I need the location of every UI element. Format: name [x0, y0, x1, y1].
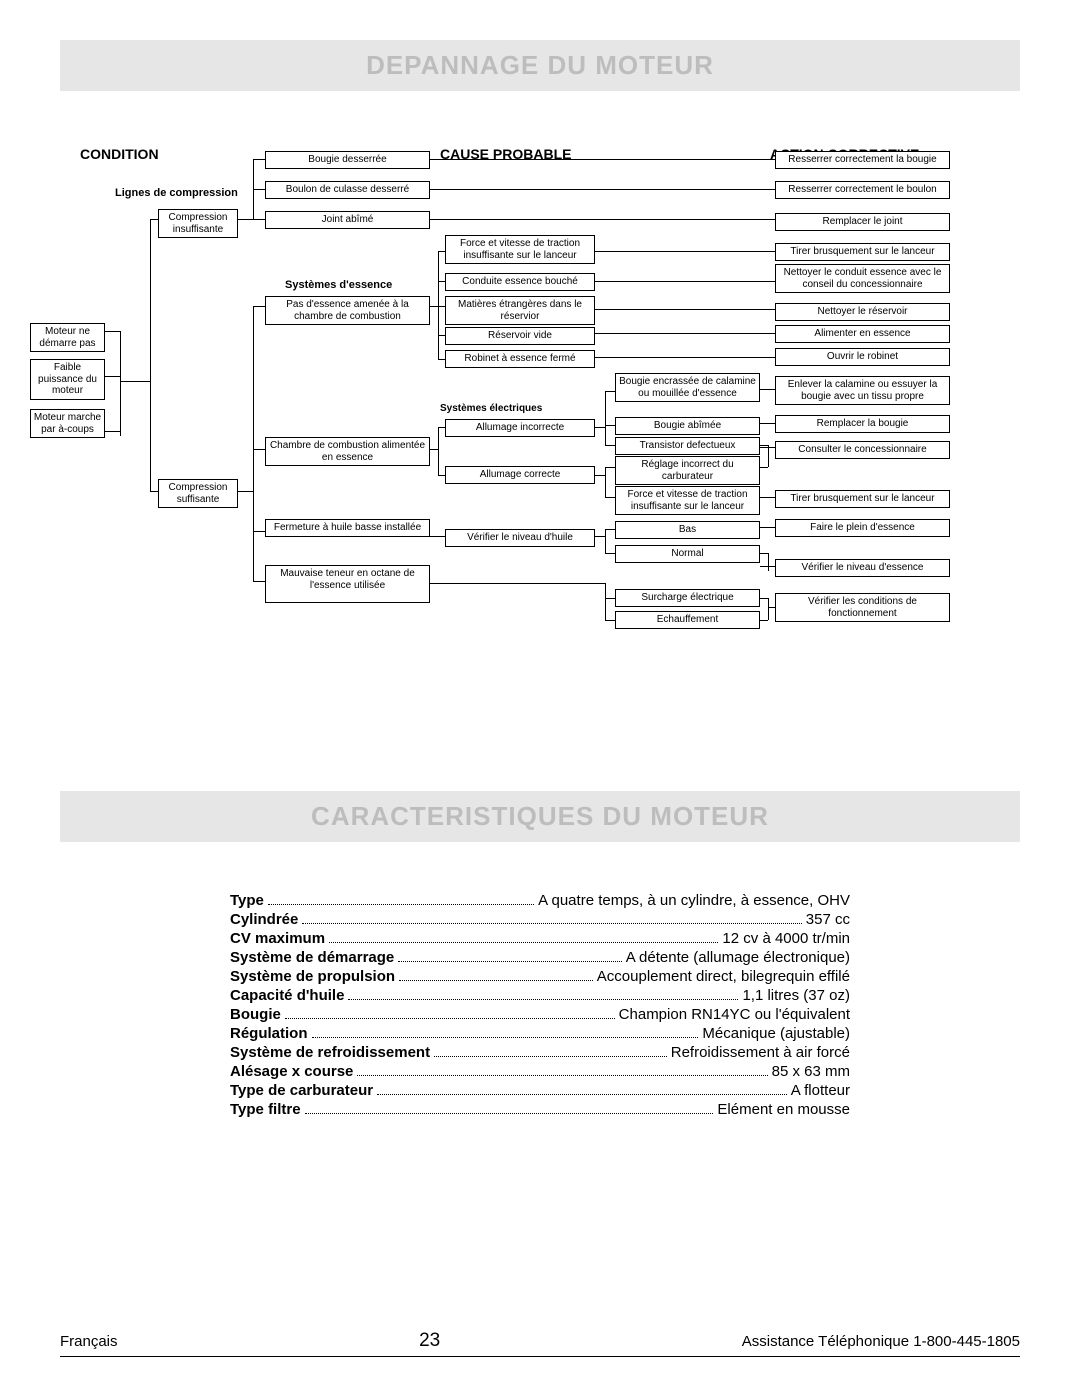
spec-value: A quatre temps, à un cylindre, à essence… — [538, 892, 850, 909]
footer-left: Français — [60, 1333, 118, 1350]
label-condition: CONDITION — [80, 146, 159, 162]
spec-label: Système de refroidissement — [230, 1044, 430, 1061]
spec-label: Type de carburateur — [230, 1082, 373, 1099]
label-electrical: Systèmes électriques — [440, 403, 542, 414]
box-r-4: Tirer brusquement sur le lanceur — [775, 243, 950, 261]
box-r-8: Ouvrir le robinet — [775, 348, 950, 366]
spec-row: Alésage x course 85 x 63 mm — [230, 1063, 850, 1080]
box-r-5: Nettoyer le conduit essence avec le cons… — [775, 264, 950, 293]
spec-label: Système de démarrage — [230, 949, 394, 966]
spec-row: CV maximum 12 cv à 4000 tr/min — [230, 930, 850, 947]
box-c5-1: Bougie encrassée de calamine ou mouillée… — [615, 373, 760, 402]
section-header-1: DEPANNAGE DU MOTEUR — [60, 40, 1020, 91]
box-c4-6: Allumage incorrecte — [445, 419, 595, 437]
spec-row: Système de propulsion Accouplement direct… — [230, 968, 850, 985]
spec-value: 1,1 litres (37 oz) — [742, 987, 850, 1004]
spec-label: Système de propulsion — [230, 968, 395, 985]
page: DEPANNAGE DU MOTEUR CONDITION CAUSE PROB… — [0, 0, 1080, 1397]
box-left-3: Moteur marche par à-coups — [30, 409, 105, 438]
spec-value: Refroidissement à air forcé — [671, 1044, 850, 1061]
box-r-11: Consulter le concessionnaire — [775, 441, 950, 459]
spec-row: Régulation Mécanique (ajustable) — [230, 1025, 850, 1042]
spec-row: Bougie Champion RN14YC ou l'équivalent — [230, 1006, 850, 1023]
box-c4-1: Force et vitesse de traction insuffisant… — [445, 235, 595, 264]
spec-label: Cylindrée — [230, 911, 298, 928]
section-header-2: CARACTERISTIQUES DU MOTEUR — [60, 791, 1020, 842]
box-r-7: Alimenter en essence — [775, 325, 950, 343]
box-c5-6: Bas — [615, 521, 760, 539]
box-c4-5: Robinet à essence fermé — [445, 350, 595, 368]
box-r-12: Tirer brusquement sur le lanceur — [775, 490, 950, 508]
spec-value: A détente (allumage électronique) — [626, 949, 850, 966]
box-left-1: Moteur ne démarre pas — [30, 323, 105, 352]
box-c3-6: Fermeture à huile basse installée — [265, 519, 430, 537]
box-c3-5: Chambre de combustion alimentée en essen… — [265, 437, 430, 466]
specs-list: Type A quatre temps, à un cylindre, à ess… — [230, 892, 850, 1118]
box-r-6: Nettoyer le réservoir — [775, 303, 950, 321]
spec-value: A flotteur — [791, 1082, 850, 1099]
box-c5-9: Echauffement — [615, 611, 760, 629]
spec-label: Type — [230, 892, 264, 909]
box-c4-7: Allumage correcte — [445, 466, 595, 484]
spec-value: 85 x 63 mm — [772, 1063, 850, 1080]
spec-label: CV maximum — [230, 930, 325, 947]
box-c5-5: Force et vitesse de traction insuffisant… — [615, 486, 760, 515]
box-c2-2: Compression suffisante — [158, 479, 238, 508]
box-c4-3: Matières étrangères dans le réservior — [445, 296, 595, 325]
spec-value: 12 cv à 4000 tr/min — [722, 930, 850, 947]
box-c2-1: Compression insuffisante — [158, 209, 238, 238]
spec-value: Accouplement direct, bilegrequin effilé — [597, 968, 850, 985]
footer-right: Assistance Téléphonique 1-800-445-1805 — [742, 1333, 1020, 1350]
spec-value: Champion RN14YC ou l'équivalent — [619, 1006, 850, 1023]
spec-label: Régulation — [230, 1025, 308, 1042]
box-r-15: Vérifier les conditions de fonctionnemen… — [775, 593, 950, 622]
box-c3-7: Mauvaise teneur en octane de l'essence u… — [265, 565, 430, 603]
flowchart: CONDITION CAUSE PROBABLE ACTION CORRECTI… — [70, 151, 1010, 671]
box-c3-4: Pas d'essence amenée à la chambre de com… — [265, 296, 430, 325]
box-r-9: Enlever la calamine ou essuyer la bougie… — [775, 376, 950, 405]
spec-label: Type filtre — [230, 1101, 301, 1118]
spec-value: 357 cc — [806, 911, 850, 928]
spec-row: Type A quatre temps, à un cylindre, à ess… — [230, 892, 850, 909]
box-r-10: Remplacer la bougie — [775, 415, 950, 433]
footer-page-number: 23 — [419, 1330, 440, 1352]
box-c3-1: Bougie desserrée — [265, 151, 430, 169]
spec-value: Mécanique (ajustable) — [702, 1025, 850, 1042]
box-c4-4: Réservoir vide — [445, 327, 595, 345]
box-c3-3: Joint abîmé — [265, 211, 430, 229]
spec-row: Capacité d'huile 1,1 litres (37 oz) — [230, 987, 850, 1004]
page-footer: Français 23 Assistance Téléphonique 1-80… — [60, 1330, 1020, 1357]
box-left-2: Faible puissance du moteur — [30, 359, 105, 400]
spec-label: Bougie — [230, 1006, 281, 1023]
box-c5-8: Surcharge électrique — [615, 589, 760, 607]
spec-row: Système de refroidissement Refroidissemen… — [230, 1044, 850, 1061]
box-c5-2: Bougie abîmée — [615, 417, 760, 435]
box-c5-3: Transistor defectueux — [615, 437, 760, 455]
box-c5-4: Réglage incorrect du carburateur — [615, 456, 760, 485]
spec-row: Système de démarrage A détente (allumage … — [230, 949, 850, 966]
label-compression: Lignes de compression — [115, 187, 238, 199]
spec-row: Type de carburateur A flotteur — [230, 1082, 850, 1099]
spec-row: Type filtre Elément en mousse — [230, 1101, 850, 1118]
box-r-14: Vérifier le niveau d'essence — [775, 559, 950, 577]
label-fuel: Systèmes d'essence — [285, 279, 392, 291]
spec-label: Alésage x course — [230, 1063, 353, 1080]
box-c5-7: Normal — [615, 545, 760, 563]
spec-value: Elément en mousse — [717, 1101, 850, 1118]
box-c3-2: Boulon de culasse desserré — [265, 181, 430, 199]
box-r-13: Faire le plein d'essence — [775, 519, 950, 537]
box-r-1: Resserrer correctement la bougie — [775, 151, 950, 169]
box-c4-8: Vérifier le niveau d'huile — [445, 529, 595, 547]
box-r-2: Resserrer correctement le boulon — [775, 181, 950, 199]
box-c4-2: Conduite essence bouché — [445, 273, 595, 291]
spec-label: Capacité d'huile — [230, 987, 344, 1004]
spec-row: Cylindrée 357 cc — [230, 911, 850, 928]
box-r-3: Remplacer le joint — [775, 213, 950, 231]
